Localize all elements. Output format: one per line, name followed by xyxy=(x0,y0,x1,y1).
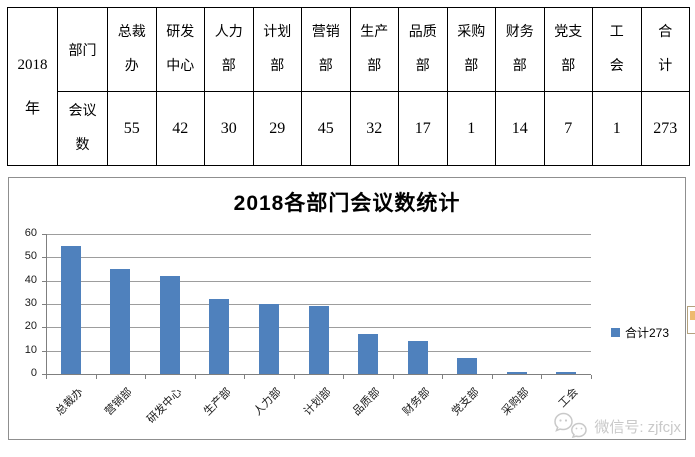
table-col-header-4: 营销部 xyxy=(301,7,351,92)
x-axis-tickmark xyxy=(46,375,47,379)
bar-品质部 xyxy=(358,334,378,374)
y-axis-tickmark xyxy=(42,304,46,305)
table-dept-header-cell: 部门 xyxy=(57,7,108,92)
y-axis-line xyxy=(46,234,47,375)
x-axis-tickmark xyxy=(591,375,592,379)
table-col-header-6: 品质部 xyxy=(398,7,448,92)
y-axis-tick-label: 40 xyxy=(24,274,37,286)
x-axis-tickmark xyxy=(96,375,97,379)
bar-人力部 xyxy=(259,304,279,374)
table-col-header-5: 生产部 xyxy=(349,7,399,92)
gridline-60 xyxy=(46,234,591,235)
table-col-value-7: 1 xyxy=(446,91,496,166)
watermark: 微信号: zjfcjx xyxy=(553,411,681,441)
y-axis-tick-label: 30 xyxy=(24,297,37,309)
table-col-value-3: 29 xyxy=(252,91,302,166)
y-axis-tickmark xyxy=(42,257,46,258)
table-body: 2018 年部门 总裁办研发 中心 人力部计划部营销部生产部品质部采购部财务部党支部工会… xyxy=(7,7,690,166)
bar-计划部 xyxy=(309,306,329,374)
y-axis-tick-label: 0 xyxy=(30,367,37,379)
table-meeting-count-label: 会议数 xyxy=(57,91,108,166)
gridline-30 xyxy=(46,304,591,305)
chart-title: 2018各部门会议数统计 xyxy=(233,192,461,215)
y-axis-tick-label: 60 xyxy=(24,227,37,239)
x-axis-tickmark xyxy=(393,375,394,379)
bar-总裁办 xyxy=(61,246,81,374)
y-axis-tick-label: 10 xyxy=(24,344,37,356)
y-axis-tick-label: 50 xyxy=(24,250,37,262)
x-axis-tickmark xyxy=(492,375,493,379)
x-axis-tickmark xyxy=(343,375,344,379)
cutoff-edge-inner xyxy=(690,311,695,320)
x-axis-tickmark xyxy=(294,375,295,379)
y-axis-tickmark xyxy=(42,327,46,328)
table-col-header-11: 合计 xyxy=(640,7,690,92)
bar-采购部 xyxy=(507,372,527,374)
bar-工会 xyxy=(556,372,576,374)
table-col-value-6: 17 xyxy=(398,91,448,166)
x-axis-tickmark xyxy=(195,375,196,379)
y-axis-tickmark xyxy=(42,234,46,235)
bar-营销部 xyxy=(110,269,130,374)
bar-生产部 xyxy=(209,299,229,374)
wechat-icon xyxy=(554,412,588,439)
table-col-value-0: 55 xyxy=(107,91,157,166)
y-axis-tickmark xyxy=(42,374,46,375)
gridline-50 xyxy=(46,257,591,258)
y-axis-tickmark xyxy=(42,351,46,352)
gridline-40 xyxy=(46,281,591,282)
legend-label: 合计273 xyxy=(625,326,670,340)
table-col-value-4: 45 xyxy=(301,91,351,166)
table-col-header-0: 总裁办 xyxy=(107,7,157,92)
chart-legend: 合计273 xyxy=(611,324,669,341)
table-col-value-9: 7 xyxy=(543,91,593,166)
table-col-header-9: 党支部 xyxy=(543,7,593,92)
table-col-value-1: 42 xyxy=(155,91,205,166)
table-col-header-7: 采购部 xyxy=(446,7,496,92)
bar-研发中心 xyxy=(160,276,180,374)
y-axis-tickmark xyxy=(42,281,46,282)
table-col-header-2: 人力部 xyxy=(204,7,254,92)
table-col-value-8: 14 xyxy=(495,91,545,166)
table-col-value-11: 273 xyxy=(640,91,690,166)
chart-container: 2018各部门会议数统计 0 10 20 30 40 50 60 总裁办 营销部 研发中心 生产部人… xyxy=(8,177,686,440)
table-col-value-2: 30 xyxy=(204,91,254,166)
watermark-text: 微信号: zjfcjx xyxy=(594,418,681,436)
meeting-table: 2018 年部门 总裁办研发 中心 人力部计划部营销部生产部品质部采购部财务部党支部工会… xyxy=(7,7,690,166)
table-year-cell: 2018 年 xyxy=(7,7,58,166)
cutoff-edge-element xyxy=(687,306,695,334)
x-axis-tickmark xyxy=(442,375,443,379)
x-axis-tickmark xyxy=(541,375,542,379)
bar-党支部 xyxy=(457,358,477,374)
x-axis-tickmark xyxy=(244,375,245,379)
bar-财务部 xyxy=(408,341,428,374)
table-col-header-8: 财务部 xyxy=(495,7,545,92)
x-axis-line xyxy=(46,374,591,375)
x-axis-tickmark xyxy=(145,375,146,379)
table-col-header-3: 计划部 xyxy=(252,7,302,92)
legend-swatch xyxy=(611,328,620,337)
table-col-value-5: 32 xyxy=(349,91,399,166)
table-col-header-1: 研发 中心 xyxy=(155,7,205,92)
y-axis-tick-label: 20 xyxy=(24,320,37,332)
table-col-value-10: 1 xyxy=(592,91,642,166)
table-col-header-10: 工会 xyxy=(592,7,642,92)
